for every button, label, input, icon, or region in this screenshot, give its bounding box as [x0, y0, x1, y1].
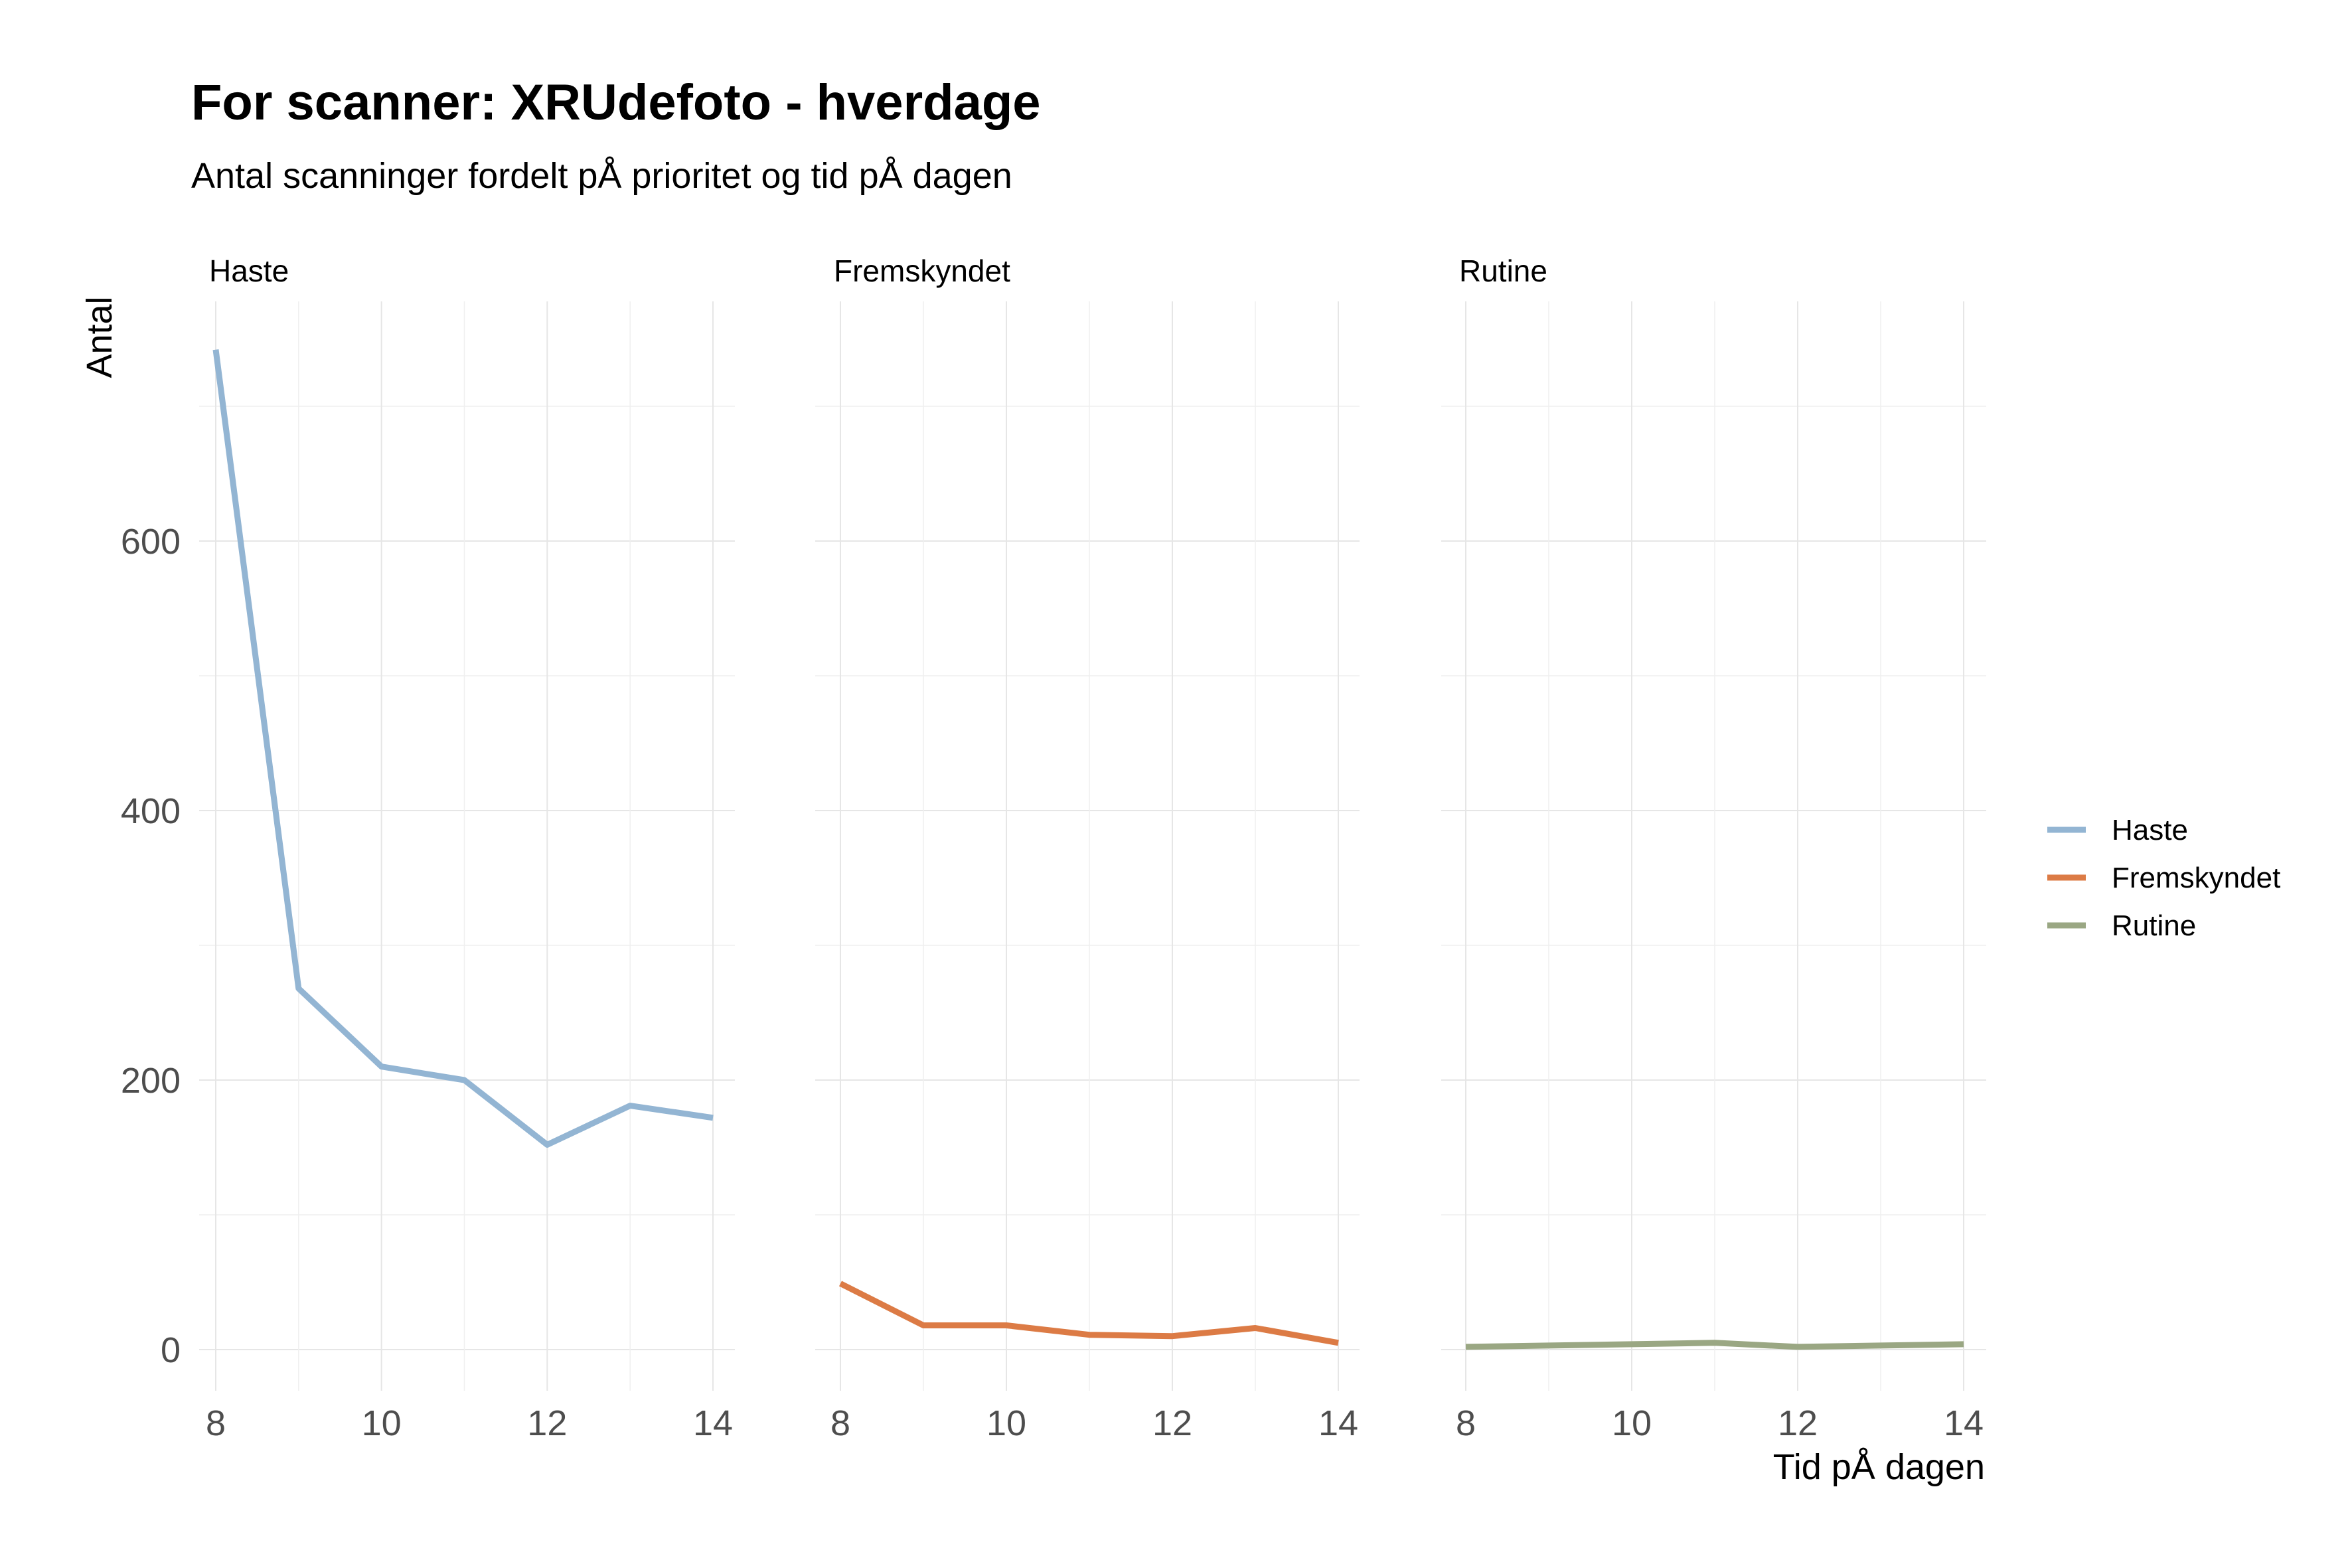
facet-strip-label: Fremskyndet — [834, 254, 1010, 288]
facet-strip-label: Rutine — [1459, 254, 1547, 288]
x-tick-label: 12 — [1152, 1403, 1192, 1443]
x-tick-label: 14 — [1944, 1403, 1984, 1443]
series-line-rutine — [1465, 1340, 1964, 1350]
x-tick-label: 14 — [1318, 1403, 1358, 1443]
legend-item-haste: Haste — [2047, 814, 2188, 846]
facet-strip-label: Haste — [209, 254, 289, 288]
x-tick-label: 8 — [206, 1403, 226, 1443]
x-tick-label: 10 — [986, 1403, 1026, 1443]
chart-title: For scanner: XRUdefoto - hverdage — [191, 74, 1041, 131]
x-tick-label: 10 — [362, 1403, 402, 1443]
x-tick-label: 12 — [527, 1403, 567, 1443]
legend-label: Fremskyndet — [2112, 862, 2280, 894]
x-tick-label: 12 — [1778, 1403, 1818, 1443]
legend-label: Haste — [2112, 814, 2188, 846]
x-tick-label: 8 — [1456, 1403, 1476, 1443]
x-axis-title: Tid pÅ dagen — [1773, 1447, 1985, 1487]
legend: Haste Fremskyndet Rutine — [2047, 814, 2280, 942]
legend-item-rutine: Rutine — [2047, 909, 2196, 942]
legend-label: Rutine — [2112, 909, 2196, 942]
facet-panel-haste: Haste 8 10 12 14 — [199, 254, 735, 1443]
series-line-haste — [212, 349, 714, 1148]
facet-panel-fremskyndet: Fremskyndet 8 10 12 14 — [815, 254, 1360, 1443]
series-line-fremskyndet — [838, 1281, 1339, 1346]
facet-panel-rutine: Rutine 8 10 12 14 — [1441, 254, 1986, 1443]
y-axis-ticks: 0 200 400 600 — [121, 522, 181, 1370]
legend-item-fremskyndet: Fremskyndet — [2047, 862, 2280, 894]
x-tick-label: 8 — [830, 1403, 850, 1443]
chart-subtitle: Antal scanninger fordelt pÅ prioritet og… — [191, 156, 1012, 196]
y-tick-label: 200 — [121, 1061, 181, 1101]
x-tick-label: 10 — [1612, 1403, 1652, 1443]
y-tick-label: 0 — [161, 1330, 181, 1370]
y-tick-label: 400 — [121, 791, 181, 831]
facet-panels: Haste 8 10 12 14 Fremskyndet 8 10 12 14 Rutine 8 10 1… — [199, 254, 1986, 1443]
y-tick-label: 600 — [121, 522, 181, 562]
x-tick-label: 14 — [693, 1403, 733, 1443]
y-axis-title: Antal — [80, 296, 119, 378]
